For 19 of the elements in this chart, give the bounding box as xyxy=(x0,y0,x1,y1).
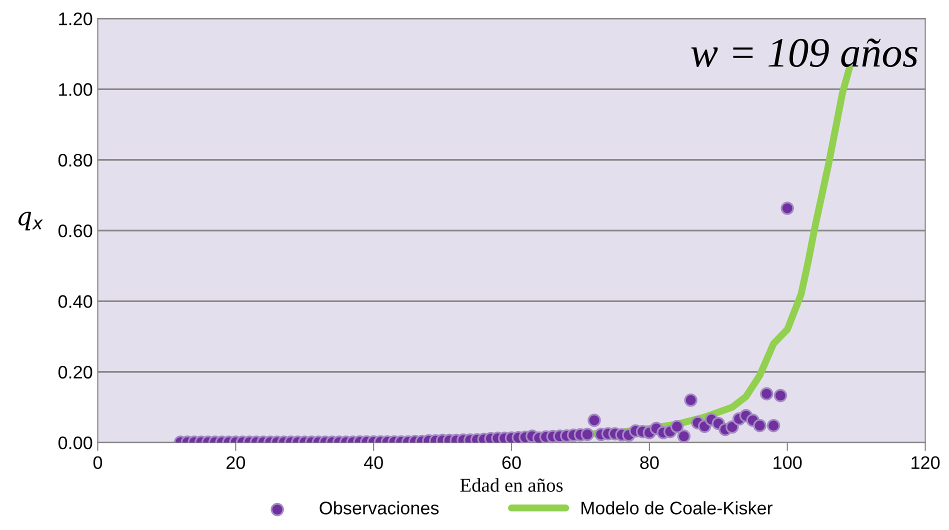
annotation: w = 109 años xyxy=(691,38,918,67)
x-axis-title: Edad en años xyxy=(460,478,563,492)
legend-label: Modelo de Coale-Kisker xyxy=(582,501,772,514)
y-tick-label: 0.60 xyxy=(58,224,92,238)
y-tick-label: 0.00 xyxy=(58,436,92,450)
y-tick-label: 0.20 xyxy=(58,366,92,379)
y-tick-label: 1.00 xyxy=(59,83,92,96)
y-tick-label: 0.40 xyxy=(58,295,92,308)
x-tick-label: 80 xyxy=(640,456,659,470)
x-tick-label: 40 xyxy=(364,456,383,470)
x-tick-label: 120 xyxy=(912,456,940,470)
x-tick-label: 0 xyxy=(93,456,102,470)
y-tick-label: 0.80 xyxy=(58,154,92,167)
x-tick-label: 20 xyxy=(226,456,246,470)
x-tick-label: 60 xyxy=(502,456,521,470)
x-tick-label: 100 xyxy=(774,456,802,470)
y-axis-title: q$_{x}$ xyxy=(18,212,43,230)
legend-label: Observaciones xyxy=(320,501,439,514)
y-tick-label: 1.20 xyxy=(59,12,92,26)
